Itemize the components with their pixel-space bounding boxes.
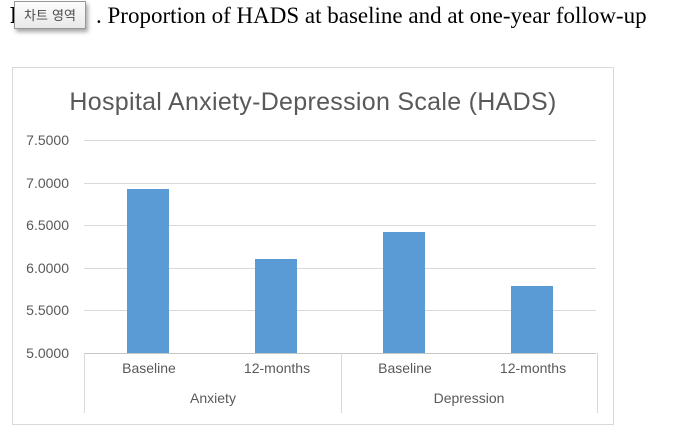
y-axis-tick-label: 6.0000 [26, 259, 69, 276]
chart-container[interactable]: Hospital Anxiety-Depression Scale (HADS)… [12, 67, 614, 425]
category-row: Baseline 12-months Baseline 12-months [85, 353, 597, 383]
category-label: 12-months [499, 360, 567, 376]
bar-anxiety-baseline[interactable] [127, 188, 169, 353]
chart-area-tooltip-label: 차트 영역 [24, 9, 76, 24]
figure-caption-text: . Proportion of HADS at baseline and at … [96, 3, 647, 28]
y-axis-tick-label: 6.5000 [26, 217, 69, 234]
group-divider [341, 353, 342, 413]
y-axis-tick-label: 5.0000 [26, 345, 69, 361]
category-label: 12-months [243, 360, 311, 376]
group-label: Anxiety [190, 390, 236, 406]
category-label: Baseline [378, 360, 432, 376]
bar-depression-12-months[interactable] [511, 285, 553, 353]
chart-title: Hospital Anxiety-Depression Scale (HADS) [69, 88, 557, 116]
y-axis: 7.5000 7.0000 6.5000 6.0000 5.5000 5.0000 [13, 132, 69, 361]
gridline [84, 267, 596, 269]
y-axis-tick-label: 5.5000 [26, 302, 69, 319]
y-axis-tick-label: 7.5000 [26, 132, 69, 148]
gridline [84, 310, 596, 312]
bar-anxiety-12-months[interactable] [255, 259, 297, 353]
gridline [84, 182, 596, 184]
gridline [84, 225, 596, 227]
chart-area-tooltip: 차트 영역 [14, 1, 86, 29]
x-axis-labels: Baseline 12-months Baseline 12-months Anxie… [84, 353, 598, 413]
y-axis-tick-label: 7.0000 [26, 174, 69, 191]
plot-area [84, 140, 596, 354]
group-row: Anxiety Depression [85, 383, 597, 413]
group-label: Depression [433, 390, 505, 406]
category-label: Baseline [122, 360, 176, 376]
bar-depression-baseline[interactable] [383, 232, 425, 353]
gridline [84, 140, 596, 141]
